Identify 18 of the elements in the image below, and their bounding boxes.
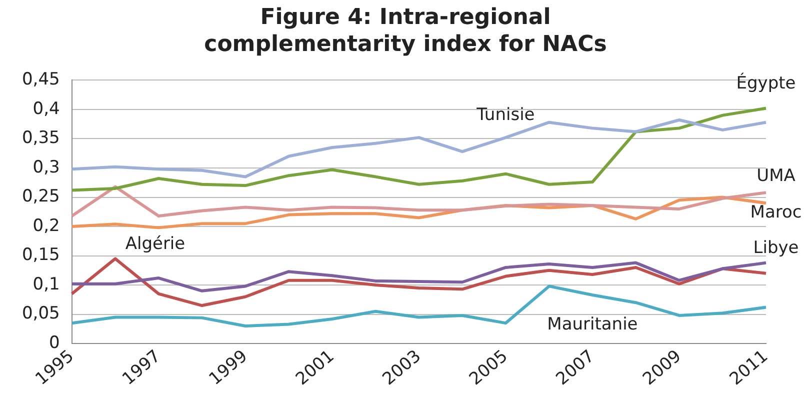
y-tick-label: 0,25: [22, 186, 60, 207]
y-tick-label: 0: [49, 332, 60, 353]
chart-title: Figure 4: Intra-regional complementarity index for NACs: [203, 4, 608, 58]
series-label: Mauritanie: [547, 314, 638, 334]
y-tick-label: 0,1: [32, 274, 60, 294]
series-label: Maroc: [750, 202, 802, 223]
y-tick-label: 0,45: [22, 70, 60, 90]
series-label: Égypte: [736, 72, 796, 94]
series-label: UMA: [756, 166, 796, 186]
series-label: Libye: [753, 238, 799, 258]
y-tick-label: 0,4: [32, 98, 60, 119]
series-label: Algérie: [125, 234, 186, 254]
y-tick-label: 0,15: [22, 245, 60, 266]
series-label: Tunisie: [476, 104, 535, 125]
y-tick-label: 0,05: [22, 304, 60, 324]
y-tick-label: 0,3: [32, 157, 60, 178]
y-tick-label: 0,35: [22, 128, 60, 148]
y-tick-label: 0,2: [32, 216, 60, 236]
